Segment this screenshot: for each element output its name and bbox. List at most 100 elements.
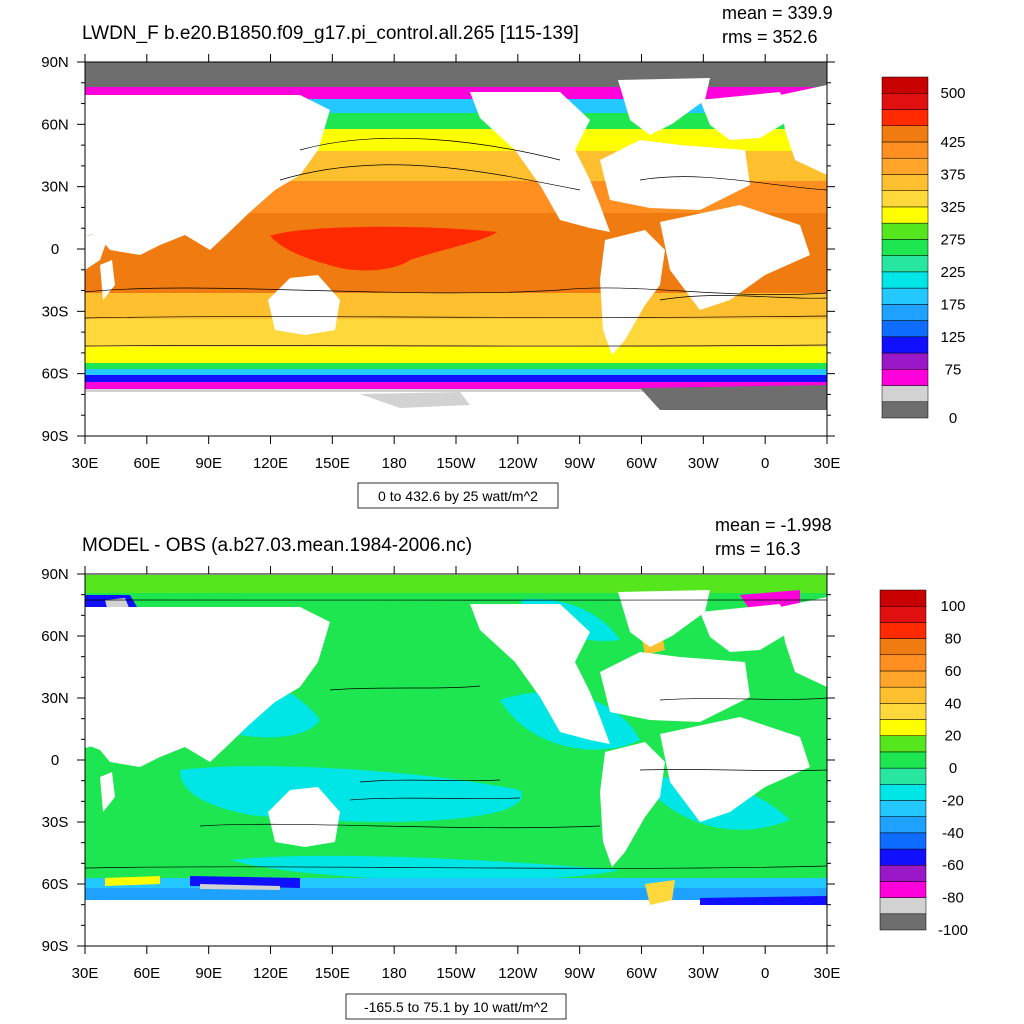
panel-top-x-tick-label: 150E: [315, 455, 350, 472]
panel-bottom-colorbar-swatch: [879, 605, 927, 623]
panel-bottom-colorbar-label: -80: [942, 890, 964, 907]
panel-top-colorbar-label: 225: [940, 264, 965, 281]
panel-bottom-y-tick-label: 0: [51, 752, 59, 769]
panel-top-colorbar-swatch: [881, 320, 929, 338]
panel-top-colorbar-label: 325: [940, 199, 965, 216]
panel-bottom-x-tick-label: 60W: [626, 965, 658, 982]
panel-top-x-tick-label: 60E: [133, 455, 160, 472]
panel-top-axes: 30E 60E 90E 120E 150E 180 150W 120W 90W 60W 30W 0 30…: [41, 54, 840, 472]
panel-bottom-colorbar-label: 20: [945, 728, 962, 745]
panel-top-colorbar-label: 275: [940, 231, 965, 248]
panel-top-x-tick-label: 90W: [564, 455, 596, 472]
panel-bottom-x-tick-label: 30E: [72, 965, 99, 982]
panel-top-x-tick-label: 30E: [72, 455, 99, 472]
panel-bottom-colorbar-label: 40: [945, 695, 962, 712]
panel-bottom-colorbar-label: 60: [945, 663, 962, 680]
panel-bottom-colorbar-label: -20: [942, 792, 964, 809]
panel-top-range-box: [357, 482, 559, 509]
panel-bottom-x-tick-label: 120E: [253, 965, 288, 982]
panel-bottom-title: MODEL - OBS (a.b27.03.mean.1984-2006.nc): [82, 535, 472, 556]
panel-top-colorbar-swatch: [881, 109, 929, 126]
panel-top-x-tick-label: 180: [382, 455, 407, 472]
panel-bottom-colorbar-label: -40: [942, 825, 964, 842]
panel-top-x-tick-label: 30E: [814, 455, 841, 472]
panel-top-colorbar-swatch: [881, 352, 929, 370]
panel-bottom-colorbar-label: 0: [949, 760, 957, 777]
panel-bottom-colorbar-swatch: [879, 638, 927, 656]
panel-bottom-y-tick-label: 60N: [41, 628, 69, 645]
panel-top-colorbar-label: 0: [949, 410, 957, 427]
panel-bottom-colorbar-swatch: [879, 654, 927, 672]
panel-top-colorbar-swatch: [881, 76, 929, 94]
panel-bottom-x-tick-label: 30E: [814, 965, 841, 982]
panel-top-y-tick-label: 60S: [42, 366, 69, 383]
panel-top-colorbar-swatch: [881, 287, 929, 305]
panel-bottom-colorbar-swatch: [879, 784, 927, 801]
panel-bottom-colorbar: -100 -80 -60 -40 -20 0 20 40 60 80 100: [879, 589, 968, 939]
panel-bottom-x-tick-label: 150E: [315, 965, 350, 982]
panel-bottom-x-tick-label: 60E: [133, 965, 160, 982]
panel-bottom-colorbar-swatch: [879, 767, 927, 785]
panel-bottom-colorbar-swatch: [879, 816, 927, 834]
panel-top-colorbar-swatch: [881, 336, 929, 354]
panel-bottom-colorbar-swatch: [879, 670, 927, 688]
panel-bottom-colorbar-label: 80: [945, 631, 962, 648]
panel-top-y-tick-label: 30S: [42, 303, 69, 320]
panel-top-colorbar-swatch: [881, 157, 929, 175]
panel-bottom-axes: 30E 60E 90E 120E 150E 180 150W 120W 90W 60W 30W 0 30…: [41, 566, 840, 982]
panel-top-contours: [85, 137, 827, 347]
panel-top-x-tick-label: 60W: [626, 455, 658, 472]
panel-top: LWDN_F b.e20.B1850.f09_g17.pi_control.al…: [41, 3, 966, 509]
panel-bottom-x-tick-label: 90W: [564, 965, 596, 982]
panel-bottom-colorbar-label: 100: [940, 598, 965, 615]
panel-bottom-x-tick-label: 90E: [195, 965, 222, 982]
panel-top-colorbar-swatch: [881, 222, 929, 240]
panel-bottom-x-tick-label: 150W: [436, 965, 476, 982]
panel-bottom-x-tick-label: 180: [382, 965, 407, 982]
panel-top-x-tick-label: 30W: [688, 455, 720, 472]
panel-top-colorbar: 0 75 125 175 225 275 325 375 425 500: [881, 76, 966, 427]
panel-bottom-colorbar-swatch: [879, 897, 927, 915]
panel-top-range-label: 0 to 432.6 by 25 watt/m^2: [378, 488, 538, 504]
panel-bottom-x-tick-label: 0: [761, 965, 769, 982]
panel-bottom-colorbar-swatch: [879, 848, 927, 866]
panel-bottom-y-tick-label: 30N: [41, 690, 69, 707]
panel-top-x-tick-label: 150W: [436, 455, 476, 472]
panel-top-y-tick-label: 90S: [42, 428, 69, 445]
panel-top-x-tick-label: 120E: [253, 455, 288, 472]
panel-top-mean: mean = 339.9: [722, 3, 833, 23]
panel-bottom-y-tick-label: 90N: [41, 566, 69, 583]
panel-top-x-tick-label: 90E: [195, 455, 222, 472]
panel-top-y-tick-label: 30N: [41, 179, 69, 196]
panel-top-colorbar-swatch: [881, 125, 929, 143]
panel-bottom-y-tick-label: 60S: [42, 876, 69, 893]
panel-top-y-tick-label: 60N: [41, 116, 69, 133]
panel-top-rms: rms = 352.6: [722, 27, 818, 47]
panel-bottom-rms: rms = 16.3: [715, 539, 801, 559]
panel-top-y-tick-label: 90N: [41, 54, 69, 71]
panel-bottom-colorbar-swatch: [879, 832, 927, 850]
panel-bottom-colorbar-swatch: [879, 589, 927, 607]
panel-top-colorbar-swatch: [881, 92, 929, 110]
panel-top-x-tick-label: 120W: [498, 455, 538, 472]
panel-top-colorbar-swatch: [881, 271, 929, 289]
panel-top-y-tick-label: 0: [51, 241, 59, 258]
panel-bottom-colorbar-label: -60: [942, 857, 964, 874]
panel-bottom-colorbar-swatch: [879, 735, 927, 753]
panel-top-colorbar-label: 125: [940, 329, 965, 346]
panel-top-colorbar-label: 75: [945, 361, 962, 378]
panel-bottom-mean: mean = -1.998: [715, 515, 832, 535]
panel-bottom-field: [85, 574, 827, 946]
panel-bottom-colorbar-swatch: [879, 703, 927, 720]
panel-bottom-y-tick-label: 30S: [42, 814, 69, 831]
panel-bottom-colorbar-swatch: [879, 913, 927, 931]
panel-top-colorbar-swatch: [881, 190, 929, 208]
panel-bottom-range-label: -165.5 to 75.1 by 10 watt/m^2: [364, 999, 548, 1015]
panel-bottom-x-tick-label: 120W: [498, 965, 538, 982]
panel-top-colorbar-swatch: [881, 369, 929, 386]
panel-bottom-colorbar-swatch: [879, 881, 927, 898]
panel-bottom-colorbar-swatch: [879, 719, 927, 736]
panel-bottom-colorbar-label: -100: [938, 922, 968, 939]
panel-top-colorbar-swatch: [881, 255, 929, 273]
